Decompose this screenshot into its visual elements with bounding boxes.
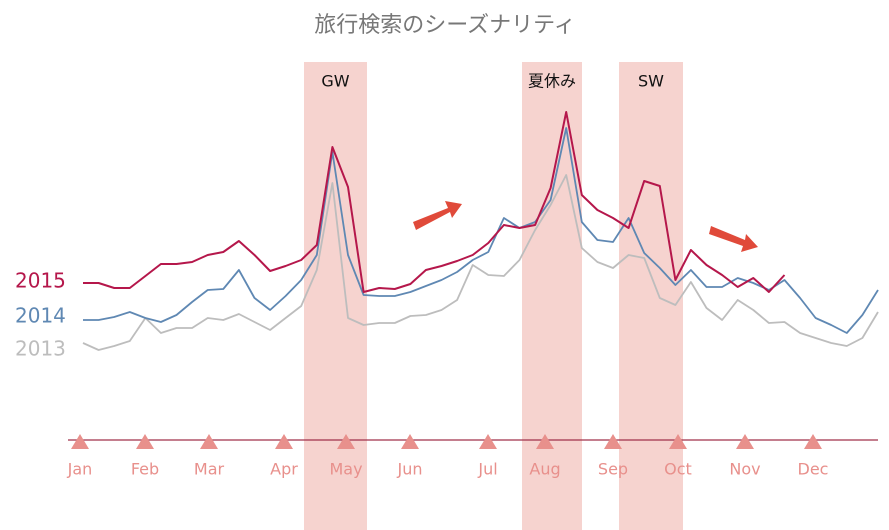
month-marker	[136, 434, 154, 449]
legend-label: 2013	[15, 337, 66, 361]
month-marker	[200, 434, 218, 449]
x-tick-label: Feb	[131, 460, 159, 479]
x-tick-label: Jan	[67, 460, 93, 479]
arrow	[413, 201, 758, 252]
month-marker	[536, 434, 554, 449]
x-tick-label: Dec	[798, 460, 829, 479]
period-label: SW	[638, 72, 664, 91]
month-marker	[71, 434, 89, 449]
series-line	[83, 127, 879, 334]
month-marker	[401, 434, 419, 449]
chart-title: 旅行検索のシーズナリティ	[314, 13, 576, 38]
period-label: 夏休み	[528, 72, 576, 91]
legend-label: 2015	[15, 269, 66, 293]
series-line	[82, 174, 879, 351]
x-tick-label: Oct	[664, 460, 692, 479]
period-band	[304, 62, 367, 530]
legend-label: 2014	[15, 304, 66, 328]
period-band	[619, 62, 683, 530]
period-label: GW	[321, 72, 349, 91]
month-marker	[479, 434, 497, 449]
series-line	[83, 111, 786, 293]
month-marker	[736, 434, 754, 449]
x-tick-label: May	[329, 460, 362, 479]
month-marker	[337, 434, 355, 449]
month-marker	[604, 434, 622, 449]
x-tick-label: Jul	[477, 460, 497, 479]
month-marker	[804, 434, 822, 449]
month-marker	[669, 434, 687, 449]
x-tick-label: Sep	[598, 460, 628, 479]
month-marker	[275, 434, 293, 449]
x-tick-label: Mar	[194, 460, 225, 479]
x-tick-label: Nov	[729, 460, 760, 479]
x-tick-label: Apr	[270, 460, 298, 479]
x-tick-label: Jun	[397, 460, 423, 479]
x-tick-label: Aug	[529, 460, 560, 479]
